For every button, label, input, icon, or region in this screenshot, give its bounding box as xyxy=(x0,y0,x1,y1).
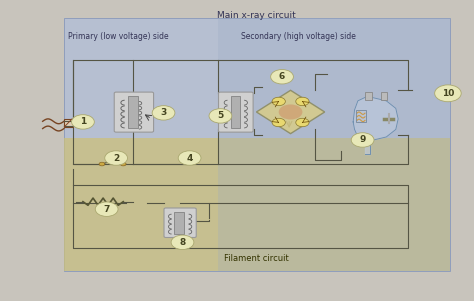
Bar xyxy=(64,18,450,271)
Circle shape xyxy=(105,151,128,165)
Circle shape xyxy=(171,235,194,250)
Text: 8: 8 xyxy=(179,238,186,247)
Circle shape xyxy=(152,106,175,120)
Polygon shape xyxy=(365,141,370,154)
Circle shape xyxy=(95,202,118,216)
Text: 9: 9 xyxy=(359,135,366,144)
Bar xyxy=(128,96,138,128)
FancyBboxPatch shape xyxy=(164,208,196,237)
Bar xyxy=(64,138,450,271)
Bar xyxy=(231,96,240,128)
Text: Filament circuit: Filament circuit xyxy=(224,254,288,263)
Bar xyxy=(218,18,450,271)
Text: 5: 5 xyxy=(217,111,224,120)
Circle shape xyxy=(99,162,105,166)
FancyBboxPatch shape xyxy=(219,92,253,132)
Text: Main x-ray circuit: Main x-ray circuit xyxy=(217,11,295,20)
Bar xyxy=(174,212,184,234)
Circle shape xyxy=(271,70,293,84)
Ellipse shape xyxy=(279,104,302,119)
Circle shape xyxy=(272,118,285,127)
Bar xyxy=(64,119,73,127)
Circle shape xyxy=(296,97,309,106)
Bar xyxy=(365,92,372,100)
Bar xyxy=(356,110,366,122)
Text: 7: 7 xyxy=(103,205,110,214)
Circle shape xyxy=(351,133,374,147)
Circle shape xyxy=(296,118,309,127)
Circle shape xyxy=(120,162,126,166)
Text: 10: 10 xyxy=(442,89,454,98)
Circle shape xyxy=(272,97,285,106)
Polygon shape xyxy=(256,90,325,134)
Text: Secondary (high voltage) side: Secondary (high voltage) side xyxy=(241,32,356,41)
Polygon shape xyxy=(353,96,398,141)
Circle shape xyxy=(209,109,232,123)
Text: 2: 2 xyxy=(113,154,119,163)
FancyBboxPatch shape xyxy=(114,92,154,132)
Circle shape xyxy=(178,151,201,165)
Text: Primary (low voltage) side: Primary (low voltage) side xyxy=(68,32,169,41)
Bar xyxy=(381,92,387,100)
Circle shape xyxy=(72,115,94,129)
Text: 4: 4 xyxy=(186,154,193,163)
Text: 3: 3 xyxy=(160,108,167,117)
Text: 1: 1 xyxy=(80,117,86,126)
Circle shape xyxy=(435,85,461,102)
Text: 6: 6 xyxy=(279,72,285,81)
